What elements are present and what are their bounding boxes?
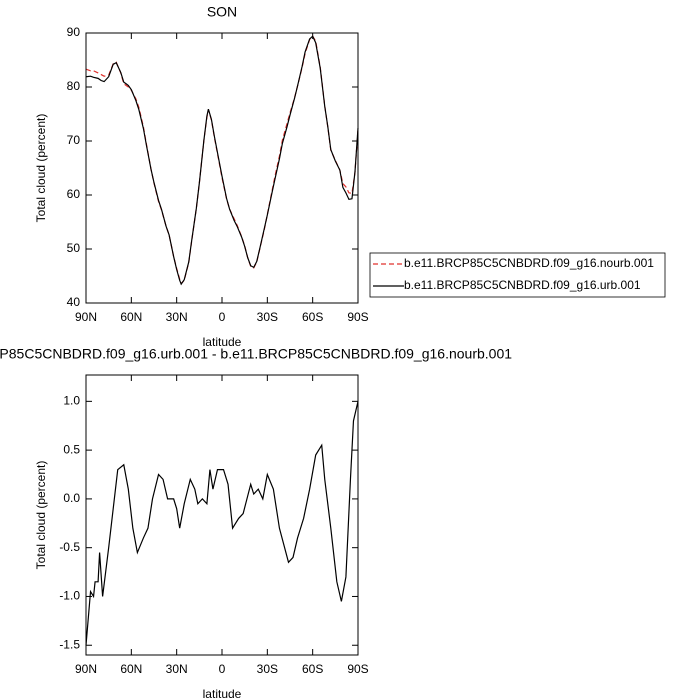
- chart-title: b.e11.BRCP85C5CNBDRD.f09_g16.urb.001 - b…: [0, 346, 512, 362]
- x-axis-label: latitude: [203, 687, 242, 700]
- x-tick-label: 90N: [75, 310, 97, 324]
- y-axis-label: Total cloud (percent): [34, 114, 48, 223]
- x-axis-label: latitude: [203, 335, 242, 349]
- y-axis-label: Total cloud (percent): [34, 461, 48, 570]
- y-tick-label: 40: [67, 295, 81, 309]
- y-tick-label: 80: [67, 79, 81, 93]
- x-tick-label: 60S: [302, 310, 323, 324]
- x-tick-label: 30S: [257, 310, 278, 324]
- plot-frame: [85, 32, 359, 304]
- x-tick-label: 90N: [75, 662, 97, 676]
- y-tick-label: 60: [67, 187, 81, 201]
- legend-label: b.e11.BRCP85C5CNBDRD.f09_g16.urb.001: [404, 278, 641, 292]
- y-tick-label: -1.5: [59, 637, 80, 651]
- x-tick-label: 30N: [166, 310, 188, 324]
- x-tick-label: 60N: [120, 310, 142, 324]
- y-tick-label: 0.0: [63, 491, 80, 505]
- y-tick-label: 90: [67, 25, 81, 39]
- data-line: [85, 401, 359, 646]
- x-tick-label: 60S: [302, 662, 323, 676]
- x-tick-label: 90S: [347, 662, 368, 676]
- y-tick-label: -0.5: [59, 540, 80, 554]
- y-tick-label: 50: [67, 241, 81, 255]
- x-tick-label: 90S: [347, 310, 368, 324]
- plot-frame: [85, 374, 359, 656]
- legend-box: [369, 252, 666, 298]
- x-tick-label: 30S: [257, 662, 278, 676]
- y-tick-label: 70: [67, 133, 81, 147]
- y-tick-label: 1.0: [63, 394, 80, 408]
- data-line: [85, 35, 359, 285]
- legend-label: b.e11.BRCP85C5CNBDRD.f09_g16.nourb.001: [404, 256, 654, 270]
- chart-title: SON: [207, 4, 237, 20]
- y-tick-label: -1.0: [59, 589, 80, 603]
- x-tick-label: 60N: [120, 662, 142, 676]
- data-line: [85, 35, 359, 286]
- x-tick-label: 0: [219, 662, 226, 676]
- x-tick-label: 30N: [166, 662, 188, 676]
- x-tick-label: 0: [219, 310, 226, 324]
- y-tick-label: 0.5: [63, 442, 80, 456]
